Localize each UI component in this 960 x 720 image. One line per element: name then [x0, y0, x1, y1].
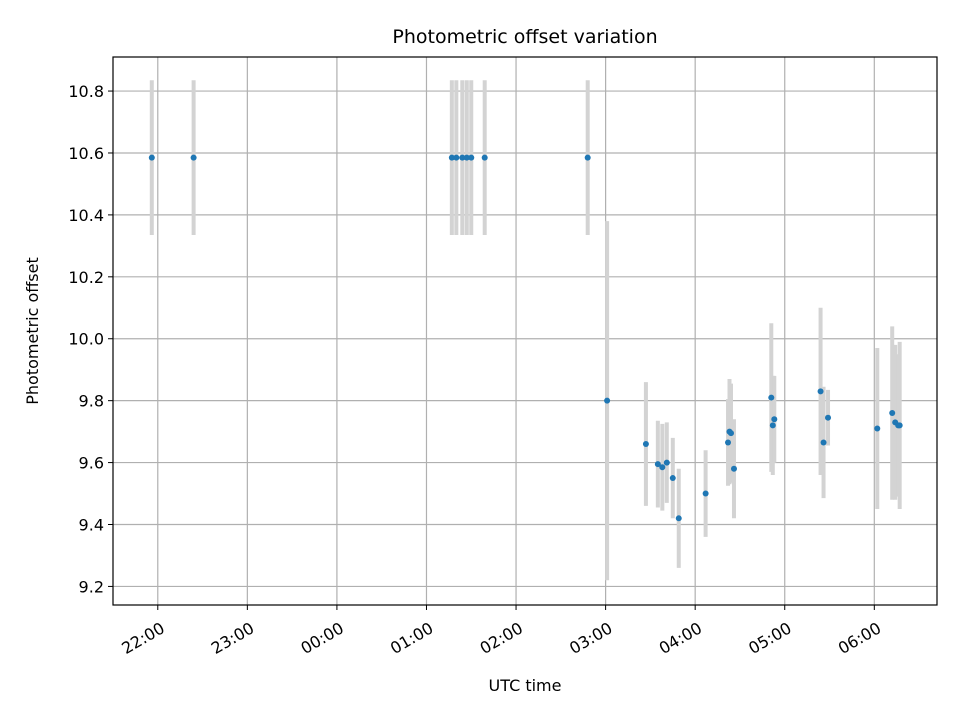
data-point	[190, 154, 197, 161]
data-point	[659, 464, 666, 471]
data-point	[669, 475, 676, 482]
data-point	[817, 388, 824, 395]
data-point	[448, 154, 455, 161]
y-tick-label: 9.4	[79, 516, 104, 535]
data-point	[874, 425, 881, 432]
data-point	[820, 439, 827, 446]
y-tick-label: 10.2	[68, 268, 104, 287]
data-point	[468, 154, 475, 161]
y-tick-label: 10.0	[68, 330, 104, 349]
data-point	[825, 414, 832, 421]
data-point	[148, 154, 155, 161]
y-tick-label: 10.8	[68, 82, 104, 101]
y-tick-label: 10.6	[68, 144, 104, 163]
data-point	[453, 154, 460, 161]
data-points	[148, 154, 903, 522]
y-tick-label: 9.6	[79, 454, 104, 473]
data-point	[725, 439, 732, 446]
data-point	[481, 154, 488, 161]
plot-frame	[112, 56, 938, 606]
data-point	[463, 154, 470, 161]
data-point	[730, 465, 737, 472]
y-tick-label: 9.2	[79, 577, 104, 596]
data-point	[728, 430, 734, 437]
data-point	[584, 154, 591, 161]
data-point	[896, 422, 903, 429]
y-axis-label: Photometric offset	[23, 257, 42, 405]
data-point	[663, 459, 670, 466]
data-point	[654, 461, 661, 468]
y-tick-label: 10.4	[68, 206, 104, 225]
data-point	[642, 441, 649, 448]
data-point	[675, 515, 682, 522]
grid	[113, 57, 937, 605]
y-axis: 9.2 9.4 9.6 9.8 10.0 10.2 10.4 10.6 10.8	[68, 82, 113, 596]
data-point	[771, 416, 778, 423]
data-point	[768, 394, 775, 401]
data-point	[702, 490, 709, 497]
data-point	[604, 397, 611, 404]
y-tick-label: 9.8	[79, 392, 104, 411]
chart-title: Photometric offset variation	[392, 26, 657, 48]
data-point	[459, 154, 466, 161]
x-axis-label: UTC time	[489, 676, 562, 695]
data-point	[889, 410, 896, 417]
data-point	[769, 422, 776, 429]
